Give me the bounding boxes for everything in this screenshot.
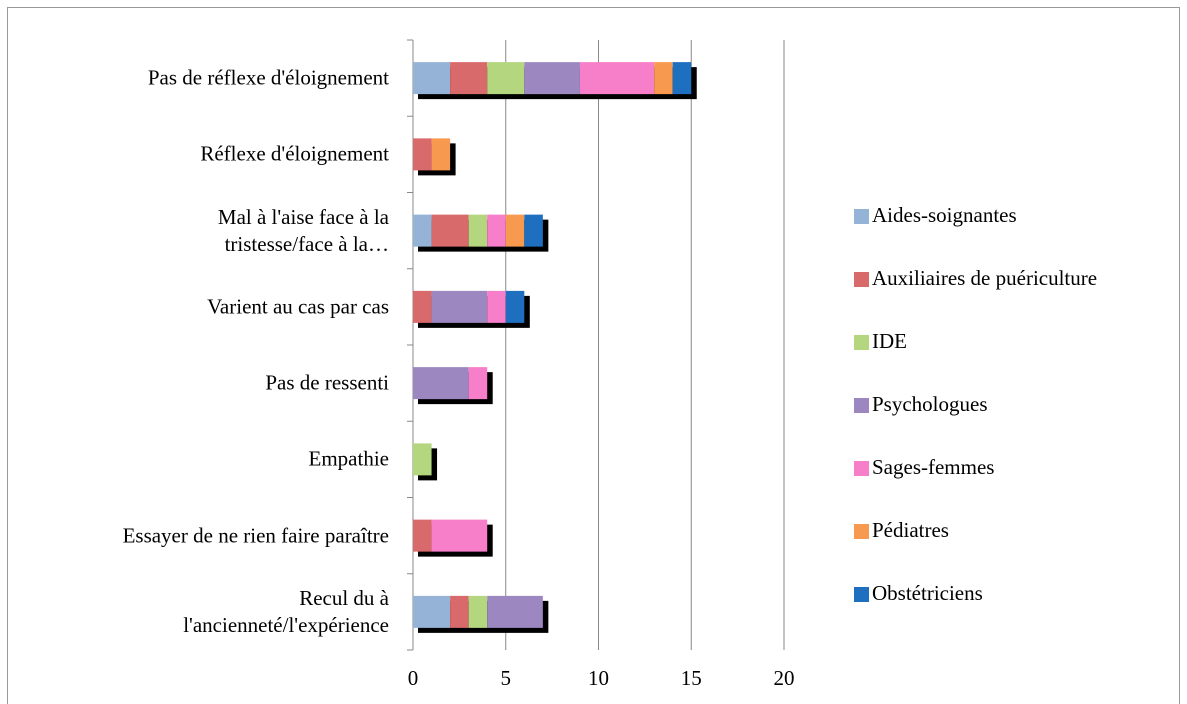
bar-segment — [524, 62, 580, 95]
bar-segment — [431, 519, 488, 552]
x-tick-label: 10 — [588, 666, 609, 690]
legend-label: Aides-soignantes — [872, 203, 1017, 227]
y-tick-label: Essayer de ne rien faire paraître — [122, 523, 389, 548]
bar-segment — [579, 62, 655, 95]
bar-segment — [413, 367, 469, 400]
bar-segment — [487, 290, 506, 323]
chart-border — [7, 7, 1180, 704]
legend-label: Psychologues — [872, 392, 988, 416]
bar-segment — [413, 290, 432, 323]
bar-segment — [413, 595, 451, 628]
legend-swatch — [854, 335, 869, 350]
x-tick-label: 15 — [681, 666, 702, 690]
bar-segment — [654, 62, 673, 95]
bar-segment — [450, 595, 469, 628]
legend-label: Auxiliaires de puériculture — [872, 266, 1097, 290]
x-tick-label: 20 — [774, 666, 795, 690]
y-tick-label: Mal à l'aise face à la tristesse/face à … — [217, 204, 389, 256]
legend-label: Obstétriciens — [872, 581, 983, 605]
bar-segment — [672, 62, 692, 95]
bar-segment — [431, 138, 451, 171]
x-tick-label: 5 — [501, 666, 512, 690]
bar-segment — [505, 214, 525, 247]
legend-label: Sages-femmes — [872, 455, 994, 479]
bar-segment — [487, 214, 506, 247]
y-tick-label: Varient au cas par cas — [207, 294, 389, 319]
legend-swatch — [854, 398, 869, 413]
bar-segment — [487, 62, 525, 95]
bar-segment — [487, 595, 543, 628]
y-tick-label: Recul du à l'ancienneté/l'expérience — [183, 585, 389, 637]
x-tick-label: 0 — [408, 666, 419, 690]
y-tick-label: Réflexe d'éloignement — [200, 141, 389, 166]
y-tick-label: Pas de réflexe d'éloignement — [147, 65, 389, 90]
legend-swatch — [854, 587, 869, 602]
legend-label: IDE — [872, 329, 907, 353]
bar-segment — [505, 290, 525, 323]
legend-label: Pédiatres — [872, 518, 949, 542]
bar-segment — [413, 519, 432, 552]
bar-segment — [468, 367, 488, 400]
bar-segment — [413, 214, 432, 247]
bar-segment — [413, 62, 451, 95]
legend-swatch — [854, 272, 869, 287]
y-tick-label: Empathie — [308, 446, 389, 471]
bar-segment — [468, 214, 488, 247]
y-tick-label: Pas de ressenti — [265, 370, 389, 395]
bar-segment — [450, 62, 488, 95]
bar-segment — [524, 214, 543, 247]
bar-segment — [468, 595, 488, 628]
legend-swatch — [854, 524, 869, 539]
bar-segment — [413, 138, 432, 171]
legend-swatch — [854, 209, 869, 224]
legend-swatch — [854, 461, 869, 476]
bar-segment — [413, 443, 432, 476]
bar-segment — [431, 214, 469, 247]
bar-segment — [431, 290, 488, 323]
